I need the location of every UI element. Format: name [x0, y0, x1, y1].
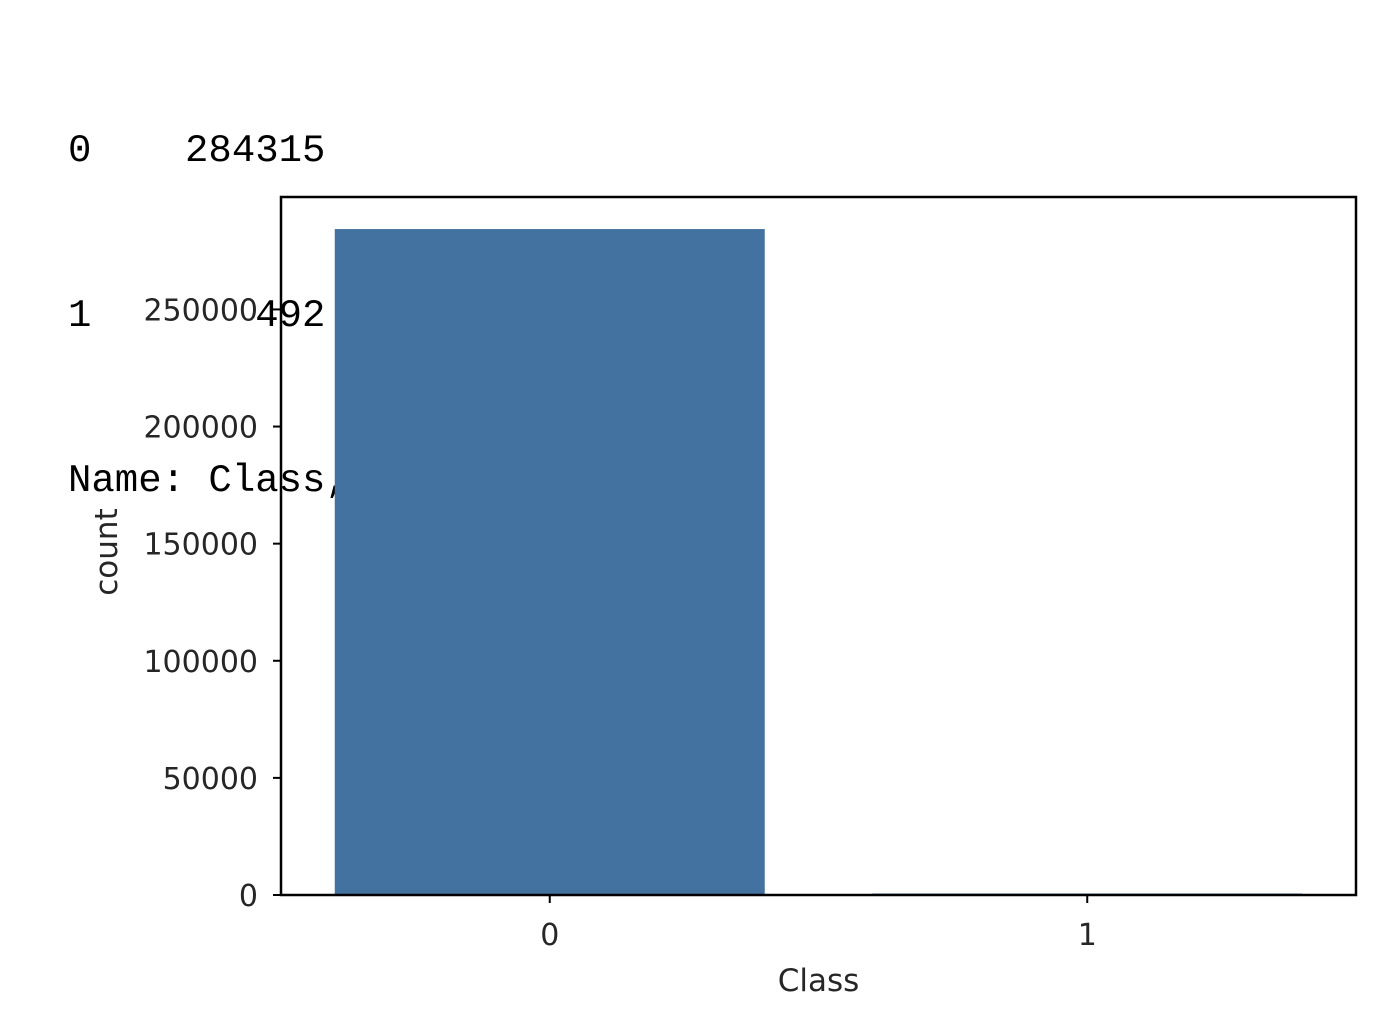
bars-layer: [334, 229, 1303, 895]
y-tick-label: 150000: [143, 528, 258, 563]
y-tick-label: 0: [239, 879, 258, 914]
output-row-0: 0 284315: [68, 124, 653, 179]
plot-frame: [279, 195, 1358, 897]
y-axis-label: count: [89, 508, 125, 595]
x-axis-label: Class: [778, 963, 860, 999]
output-row-value: 284315: [185, 129, 326, 173]
x-tick-label: 0: [540, 918, 559, 953]
output-row-1: 1 492: [68, 289, 653, 344]
output-row-index: 1: [68, 294, 92, 338]
x-tick-label: 1: [1078, 918, 1097, 953]
y-tick-label: 250000: [143, 293, 258, 328]
output-row-index: 0: [68, 129, 92, 173]
y-tick-label: 200000: [143, 411, 258, 446]
y-axis-ticks: 0 50000 100000 150000 200000 250000: [143, 293, 281, 914]
bar-class-0: [334, 229, 765, 895]
output-row-value: 492: [255, 294, 326, 338]
y-tick-label: 50000: [163, 762, 258, 797]
y-tick-label: 100000: [143, 645, 258, 680]
